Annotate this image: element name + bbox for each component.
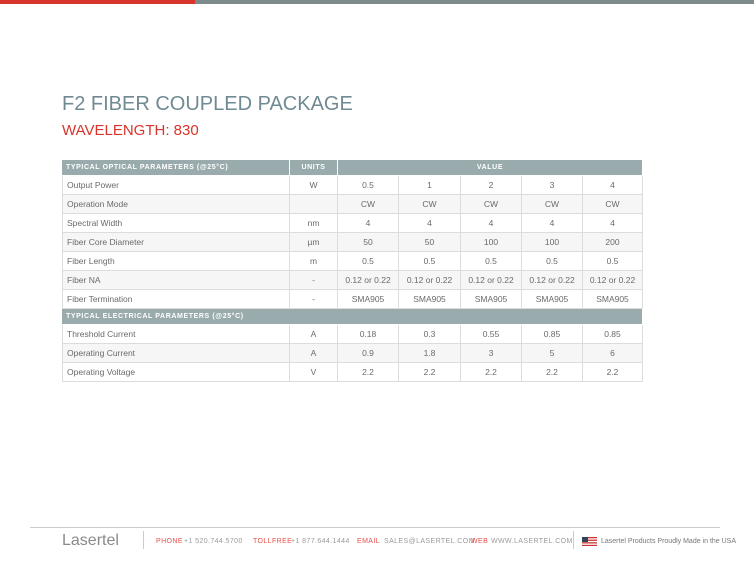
cell: 0.3 [399, 325, 461, 344]
cell: CW [461, 195, 522, 214]
cell: 4 [399, 214, 461, 233]
cell: - [290, 290, 338, 309]
cell: 0.5 [399, 252, 461, 271]
cell: 0.12 or 0.22 [583, 271, 643, 290]
cell: 0.12 or 0.22 [399, 271, 461, 290]
contact-label: TOLLFREE [253, 538, 293, 545]
contact-value: SALES@LASERTEL.COM [384, 538, 475, 545]
tagline: Lasertel Products Proudly Made in the US… [601, 538, 737, 545]
cell: 4 [583, 176, 643, 195]
cell: CW [338, 195, 399, 214]
row-label: Threshold Current [62, 325, 290, 344]
top-bar-red [0, 0, 195, 4]
cell: 100 [461, 233, 522, 252]
cell: 5 [522, 344, 583, 363]
divider [573, 531, 574, 549]
cell: 2.2 [399, 363, 461, 382]
cell: 0.9 [338, 344, 399, 363]
cell: 200 [583, 233, 643, 252]
cell: CW [583, 195, 643, 214]
cell: 3 [461, 344, 522, 363]
cell: SMA905 [522, 290, 583, 309]
contact-value: +1 877.644.1444 [291, 538, 350, 545]
row-label: Operating Current [62, 344, 290, 363]
row-label: Spectral Width [62, 214, 290, 233]
cell: SMA905 [338, 290, 399, 309]
cell: A [290, 325, 338, 344]
cell: 2 [461, 176, 522, 195]
contact-label: EMAIL [357, 538, 381, 545]
cell: SMA905 [461, 290, 522, 309]
cell: 0.5 [522, 252, 583, 271]
cell: 2.2 [338, 363, 399, 382]
cell: - [290, 271, 338, 290]
header-cell: VALUE [338, 160, 643, 175]
cell: 3 [522, 176, 583, 195]
cell: SMA905 [399, 290, 461, 309]
cell: 4 [522, 214, 583, 233]
cell: 4 [338, 214, 399, 233]
contact-value: WWW.LASERTEL.COM [491, 538, 573, 545]
cell: A [290, 344, 338, 363]
cell: 0.85 [522, 325, 583, 344]
cell: 2.2 [522, 363, 583, 382]
title: F2 FIBER COUPLED PACKAGE [62, 93, 353, 115]
row-label: Fiber Termination [62, 290, 290, 309]
cell: CW [399, 195, 461, 214]
footer-rule [30, 527, 720, 528]
cell: CW [522, 195, 583, 214]
us-flag [582, 537, 597, 546]
cell: 2.2 [583, 363, 643, 382]
cell: W [290, 176, 338, 195]
cell: 0.12 or 0.22 [338, 271, 399, 290]
cell: 1 [399, 176, 461, 195]
cell: 0.85 [583, 325, 643, 344]
row-label: Fiber NA [62, 271, 290, 290]
cell: 4 [583, 214, 643, 233]
cell: 4 [461, 214, 522, 233]
cell: 0.12 or 0.22 [522, 271, 583, 290]
cell: 0.18 [338, 325, 399, 344]
cell: 50 [338, 233, 399, 252]
cell: µm [290, 233, 338, 252]
contact-label: PHONE [156, 538, 183, 545]
header-cell: TYPICAL ELECTRICAL PARAMETERS (@25°C) [62, 309, 643, 324]
cell: SMA905 [583, 290, 643, 309]
subtitle: WAVELENGTH: 830 [62, 122, 199, 139]
row-label: Output Power [62, 176, 290, 195]
brand: Lasertel [62, 532, 119, 549]
row-label: Fiber Core Diameter [62, 233, 290, 252]
header-cell: TYPICAL OPTICAL PARAMETERS (@25°C) [62, 160, 290, 175]
cell: m [290, 252, 338, 271]
cell: 0.5 [461, 252, 522, 271]
cell: 1.8 [399, 344, 461, 363]
row-label: Operating Voltage [62, 363, 290, 382]
cell: 100 [522, 233, 583, 252]
contact-label: WEB [471, 538, 489, 545]
top-bar-gray [195, 0, 754, 4]
cell: 0.5 [338, 176, 399, 195]
cell: V [290, 363, 338, 382]
cell: 50 [399, 233, 461, 252]
cell: 2.2 [461, 363, 522, 382]
header-cell: UNITS [290, 160, 338, 175]
row-label: Fiber Length [62, 252, 290, 271]
cell [290, 195, 338, 214]
cell: 0.55 [461, 325, 522, 344]
cell: 0.12 or 0.22 [461, 271, 522, 290]
cell: 0.5 [338, 252, 399, 271]
row-label: Operation Mode [62, 195, 290, 214]
cell: nm [290, 214, 338, 233]
divider [143, 531, 144, 549]
cell: 6 [583, 344, 643, 363]
cell: 0.5 [583, 252, 643, 271]
contact-value: +1 520.744.5700 [184, 538, 243, 545]
